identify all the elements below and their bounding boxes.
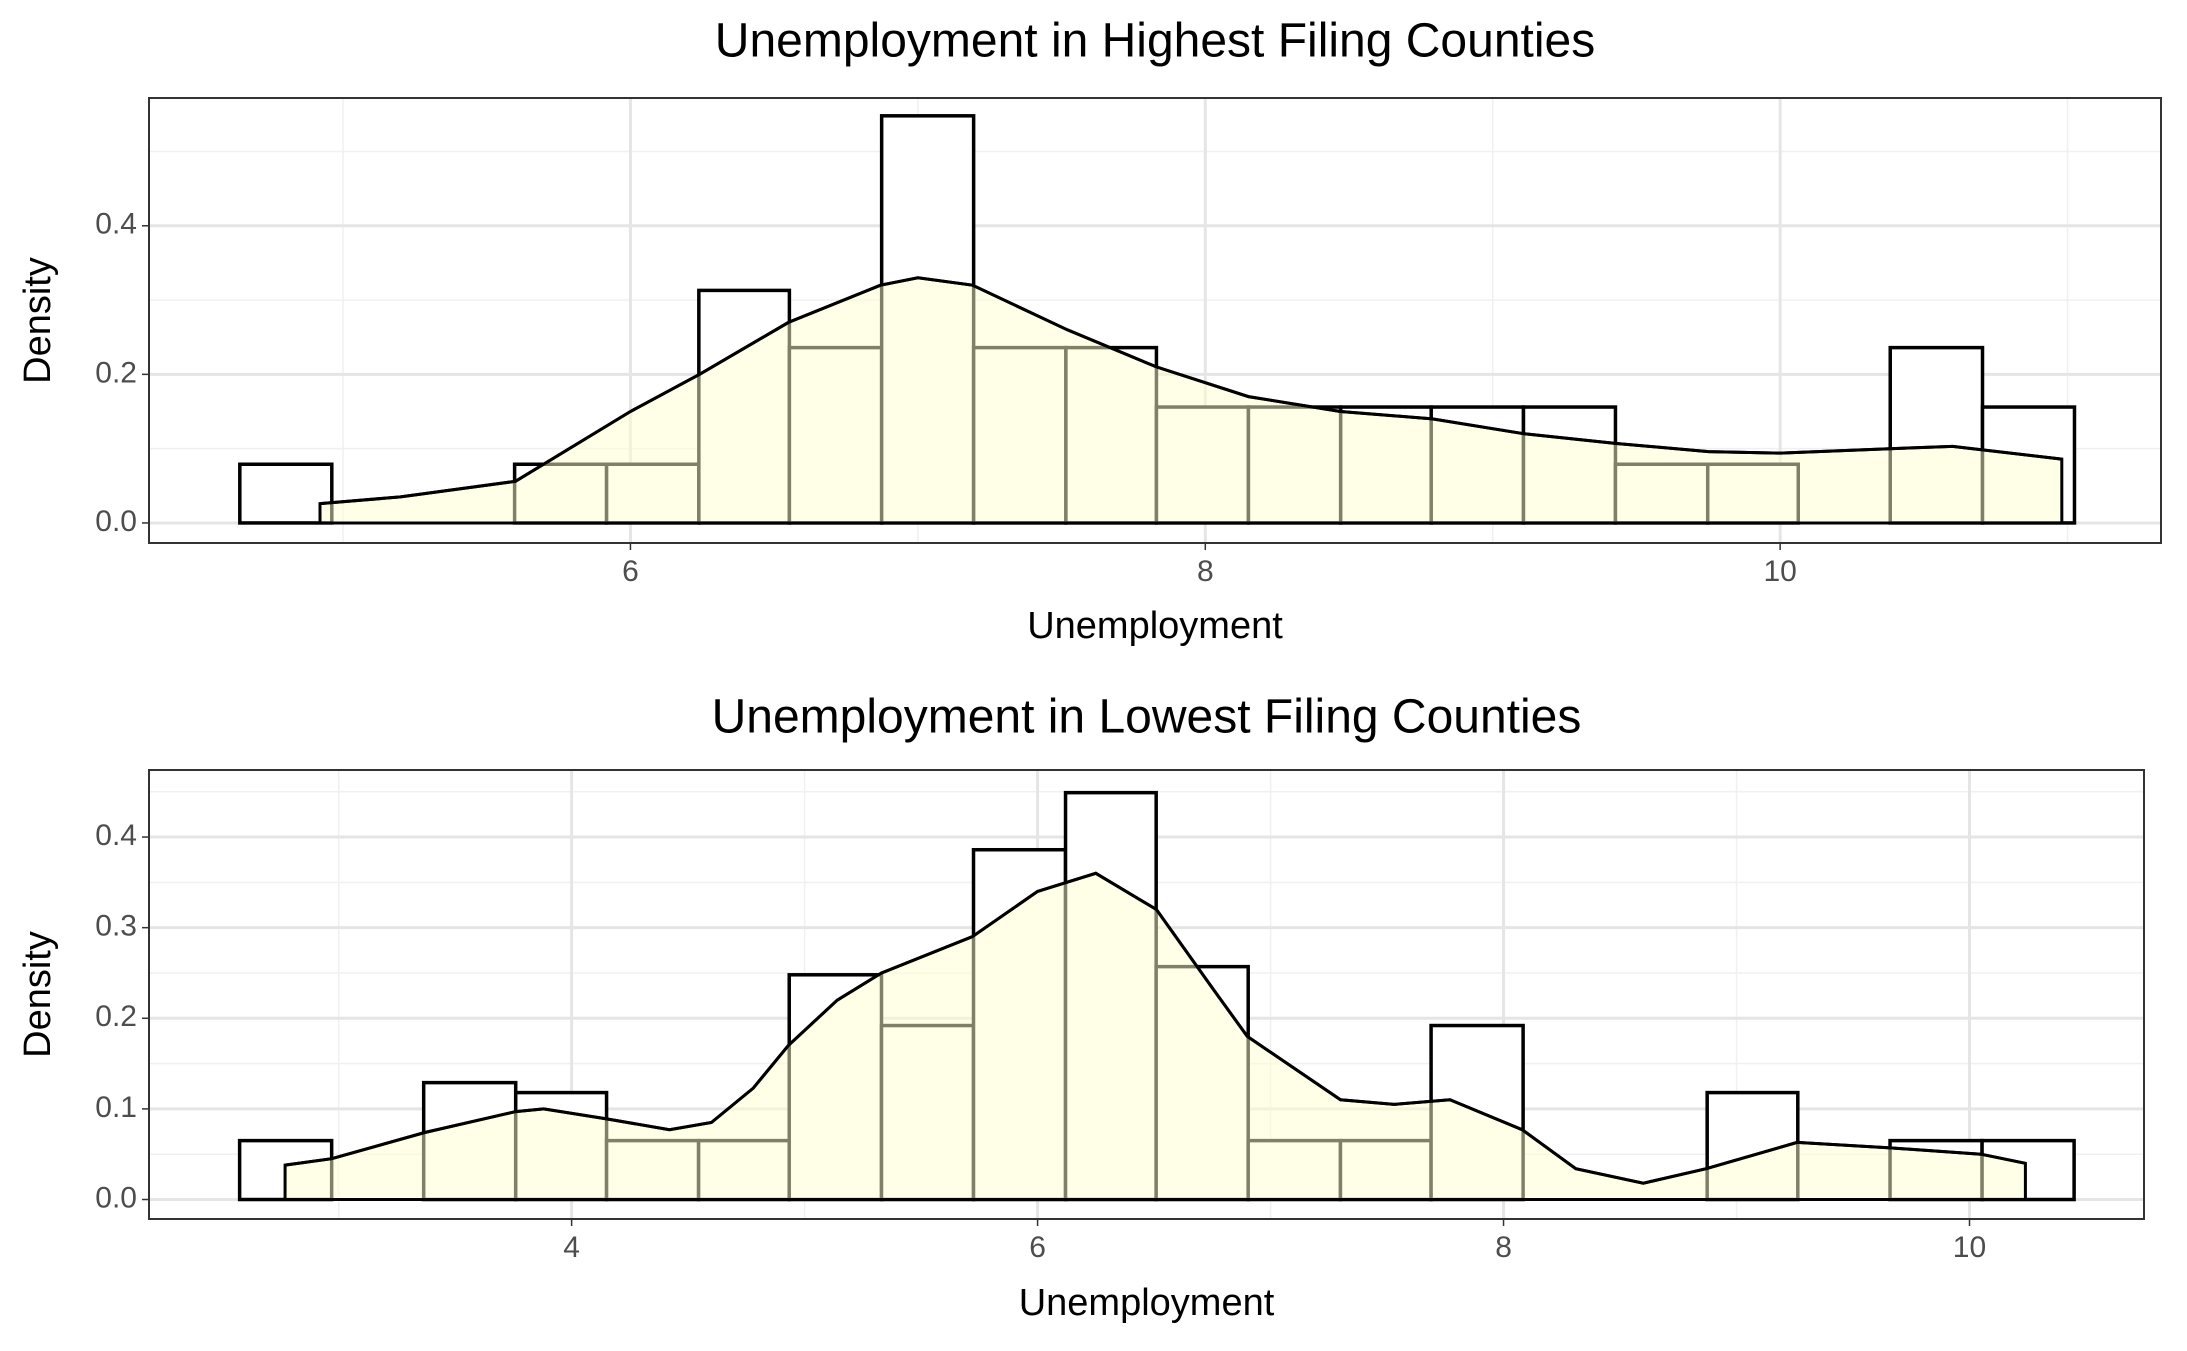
y-tick-label: 0.2 xyxy=(95,1000,137,1033)
y-tick-label: 0.4 xyxy=(95,208,137,241)
y-tick-label: 0.4 xyxy=(95,819,137,852)
x-tick-label: 8 xyxy=(1197,555,1214,588)
density-line xyxy=(319,276,2062,506)
density-line xyxy=(284,871,2026,1185)
y-tick-label: 0.0 xyxy=(95,1181,137,1214)
x-tick-label: 10 xyxy=(1763,555,1796,588)
y-tick-label: 0.0 xyxy=(95,505,137,538)
x-axis-label: Unemployment xyxy=(1019,1282,1275,1324)
panel-border xyxy=(148,769,2145,1220)
histogram-bar xyxy=(238,462,334,525)
x-tick-label: 6 xyxy=(622,555,639,588)
x-tick-label: 4 xyxy=(563,1231,580,1264)
y-axis-label: Density xyxy=(17,257,59,384)
x-axis-label: Unemployment xyxy=(1027,605,1283,647)
chart-title: Unemployment in Highest Filing Counties xyxy=(715,15,1595,68)
x-tick-label: 6 xyxy=(1029,1231,1046,1264)
x-tick-label: 8 xyxy=(1495,1231,1512,1264)
y-axis-label: Density xyxy=(17,931,59,1058)
y-tick-label: 0.1 xyxy=(95,1091,137,1124)
panel-border xyxy=(148,97,2162,544)
y-tick-label: 0.2 xyxy=(95,356,137,389)
y-tick-label: 0.3 xyxy=(95,910,137,943)
chart-title: Unemployment in Lowest Filing Counties xyxy=(712,691,1582,744)
x-tick-label: 10 xyxy=(1953,1231,1986,1264)
